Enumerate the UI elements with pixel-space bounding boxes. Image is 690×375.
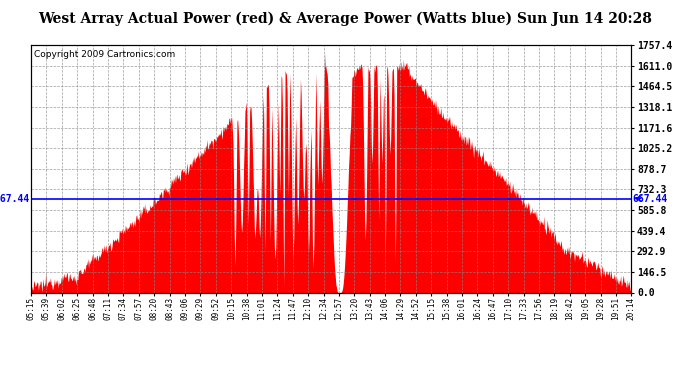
Text: Copyright 2009 Cartronics.com: Copyright 2009 Cartronics.com [34,50,175,59]
Text: West Array Actual Power (red) & Average Power (Watts blue) Sun Jun 14 20:28: West Array Actual Power (red) & Average … [38,11,652,26]
Text: 667.44: 667.44 [0,194,30,204]
Text: 667.44: 667.44 [633,194,668,204]
